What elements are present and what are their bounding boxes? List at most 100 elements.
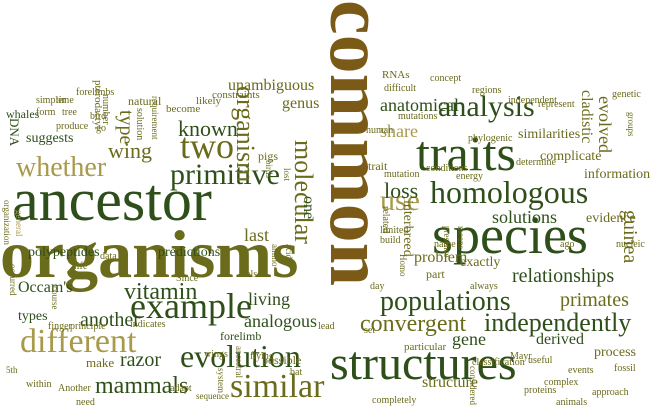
word-derived: derived [536,331,584,348]
word-wing: wing [108,138,152,163]
word-ago: ago [560,239,575,250]
word-natural: natural [128,94,162,108]
word-constraints: constraints [212,89,260,101]
word-classification: classification [472,357,525,368]
word-proteins: proteins [524,385,557,396]
word-populations: populations [380,286,511,317]
word-process: process [594,345,636,360]
word-another-small: Another [58,383,91,394]
word-completely: completely [372,395,417,406]
word-set: set [364,325,376,336]
word-common: common [314,0,401,286]
word-living: living [248,289,291,309]
word-suggests: suggests [26,131,74,146]
word-primates: primates [560,289,629,311]
word-energy: energy [456,171,484,182]
word-difficult: difficult [384,83,417,94]
word-predictions: predictions [158,245,221,260]
word-amino: amino [270,244,280,267]
word-related: related [380,206,391,234]
word-build: build [380,235,401,246]
word-approach: approach [592,387,629,398]
word-since: Since [176,273,199,284]
word-vitamin: vitamin [124,279,198,305]
word-human: human [366,125,394,136]
word-another: another [80,309,140,331]
word-two: two [180,126,234,166]
word-evidence: evidence [586,211,636,226]
word-events: events [568,365,594,376]
word-time: time [56,95,74,106]
word-become: become [166,103,201,115]
word-flying: flying [250,351,274,362]
word-dna: DNA [7,118,22,147]
word-tree: tree [62,107,77,118]
word-nucleic: nucleic [616,239,645,250]
word-system: system [216,368,226,394]
word-occurred: occurred [8,264,18,296]
word-solutions: solutions [492,207,558,227]
word-animals: animals [556,397,588,408]
word-type: type [115,110,137,145]
word-share: share [380,121,418,141]
word-structure: structure [422,374,478,391]
word-always: always [470,281,498,292]
word-loss: loss [384,178,419,203]
word-guinea: guinea [619,210,641,264]
word-possible: possible [262,353,302,367]
word-genus: genus [282,95,320,112]
word-cladistic: cladistic [578,90,595,144]
word-produce: produce [56,121,89,132]
word-mutation: mutation [384,169,420,180]
word-limited: limited [380,225,409,236]
word-make: make [86,355,115,370]
word-known: known [178,116,238,141]
word-primitive: primitive [170,158,280,191]
word-wings: wings [204,349,228,360]
word-exactly: exactly [460,255,501,270]
word-unambiguous: unambiguous [228,77,315,94]
word-whales: whales [6,107,40,121]
word-forelimb: forelimb [220,329,262,343]
word-part: part [426,267,445,281]
word-name: name [434,239,456,250]
word-pigs: pigs [258,149,279,163]
word-lost: lost [282,168,292,182]
word-complicate: complicate [540,149,602,164]
word-presence: presence [442,226,452,258]
word-interbreed: interbreed [400,200,415,257]
word-complex: complex [544,377,579,388]
word-similar: similar [230,368,325,405]
word-organisms: organisms [0,216,299,292]
word-useful: useful [528,355,553,366]
word-determine: determine [516,157,556,168]
word-trait: trait [368,159,388,173]
word-problem: problem [414,249,468,266]
word-evolution: evolution [180,338,301,374]
word-bat: bat [290,367,303,378]
word-also: also [246,269,263,280]
word-structures: structures [330,337,517,390]
word-traits: traits [416,125,516,181]
word-indicates: indicates [130,319,166,330]
word-need: need [76,397,95,408]
word-groups: groups [626,112,636,137]
word-finger: finger [48,321,72,332]
word-gene: gene [452,329,486,349]
word-one: one [300,196,317,220]
word-simpler: simpler [36,95,66,106]
word-number: number [100,94,111,125]
word-phylogenic: phylogenic [468,133,513,144]
word-5th: 5th [6,365,18,375]
word-similarities: similarities [518,127,581,142]
word-conditions: conditions [426,163,468,174]
word-acids: acids [284,244,294,263]
word-ancestor: ancestor [12,167,212,233]
word-forelimbs: forelimbs [76,87,115,98]
word-different: different [20,323,137,360]
word-go: go [96,123,106,134]
word-course: course [50,286,60,310]
word-mutations: mutations [398,111,438,122]
word-considered: considered [468,366,478,405]
